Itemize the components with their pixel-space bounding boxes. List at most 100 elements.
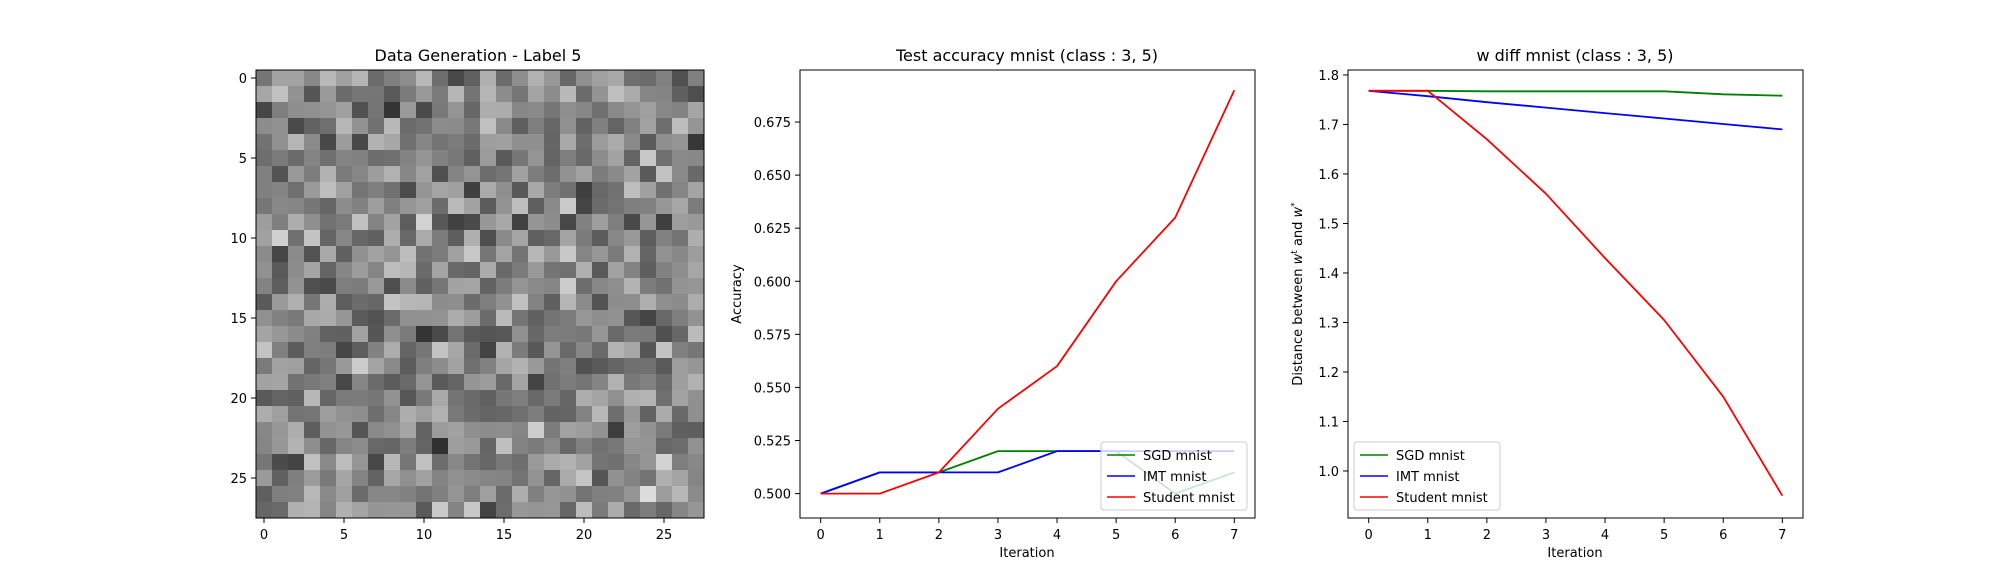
heatmap-cell xyxy=(432,502,449,519)
wdiff-legend-imt-label: IMT mnist xyxy=(1396,470,1460,485)
heatmap-cell xyxy=(512,134,529,151)
heatmap-cell xyxy=(656,182,673,199)
heatmap-cell xyxy=(560,230,577,247)
heatmap-cell xyxy=(656,102,673,119)
heatmap-cell xyxy=(656,214,673,231)
heatmap-cell xyxy=(400,182,417,199)
heatmap-cell xyxy=(448,102,465,119)
heatmap-y-tick-label: 15 xyxy=(230,312,247,327)
heatmap-cell xyxy=(560,502,577,519)
heatmap-cell xyxy=(336,150,353,167)
heatmap-cell xyxy=(432,486,449,503)
heatmap-cell xyxy=(480,454,497,471)
heatmap-cell xyxy=(528,102,545,119)
heatmap-cell xyxy=(368,422,385,439)
heatmap-cell xyxy=(624,406,641,423)
heatmap-cell xyxy=(256,246,273,263)
heatmap-cell xyxy=(528,86,545,103)
heatmap-cell xyxy=(608,198,625,215)
heatmap-cell xyxy=(288,310,305,327)
heatmap-cell xyxy=(656,70,673,87)
heatmap-cell xyxy=(672,214,689,231)
wdiff-panel: w diff mnist (class : 3, 5) 0 1 2 3 4 5 6 7 1.0… xyxy=(1290,46,1804,561)
heatmap-cell xyxy=(464,342,481,359)
heatmap-cell xyxy=(304,102,321,119)
heatmap-cell xyxy=(608,262,625,279)
heatmap-cell xyxy=(256,358,273,375)
heatmap-cell xyxy=(592,230,609,247)
heatmap-cell xyxy=(352,326,369,343)
heatmap-cell xyxy=(496,294,513,311)
heatmap-cell xyxy=(432,198,449,215)
heatmap-cell xyxy=(512,294,529,311)
heatmap-cell xyxy=(272,326,289,343)
heatmap-cell xyxy=(336,118,353,135)
heatmap-cell xyxy=(640,326,657,343)
heatmap-cell xyxy=(400,294,417,311)
heatmap-cell xyxy=(416,150,433,167)
accuracy-y-ticks: 0.500 0.525 0.550 0.575 0.600 0.625 0.650 0.675 xyxy=(754,116,800,503)
heatmap-cell xyxy=(640,470,657,487)
heatmap-cell xyxy=(672,310,689,327)
heatmap-cell xyxy=(528,294,545,311)
heatmap-cell xyxy=(304,326,321,343)
heatmap-cell xyxy=(256,502,273,519)
heatmap-cell xyxy=(576,374,593,391)
heatmap-cell xyxy=(352,502,369,519)
heatmap-cell xyxy=(576,422,593,439)
heatmap-cell xyxy=(256,278,273,295)
heatmap-cell xyxy=(464,118,481,135)
heatmap-cell xyxy=(512,390,529,407)
accuracy-legend-imt-label: IMT mnist xyxy=(1143,470,1207,485)
heatmap-cell xyxy=(432,422,449,439)
heatmap-cell xyxy=(656,262,673,279)
heatmap-cell xyxy=(464,374,481,391)
heatmap-cell xyxy=(688,102,705,119)
heatmap-cell xyxy=(256,294,273,311)
heatmap-cell xyxy=(304,150,321,167)
heatmap-cell xyxy=(624,166,641,183)
heatmap-cell xyxy=(320,230,337,247)
heatmap-cell xyxy=(304,390,321,407)
heatmap-cell xyxy=(496,438,513,455)
heatmap-cell xyxy=(400,486,417,503)
heatmap-cell xyxy=(400,310,417,327)
heatmap-cell xyxy=(464,198,481,215)
heatmap-cell xyxy=(384,262,401,279)
heatmap-cell xyxy=(416,134,433,151)
heatmap-cell xyxy=(320,118,337,135)
heatmap-cell xyxy=(656,406,673,423)
heatmap-cell xyxy=(272,342,289,359)
heatmap-cell xyxy=(304,262,321,279)
heatmap-cell xyxy=(496,502,513,519)
heatmap-cell xyxy=(288,294,305,311)
heatmap-cell xyxy=(272,86,289,103)
heatmap-cell xyxy=(272,294,289,311)
heatmap-cell xyxy=(576,246,593,263)
heatmap-cell xyxy=(512,326,529,343)
heatmap-cell xyxy=(528,310,545,327)
heatmap-cell xyxy=(432,326,449,343)
heatmap-cell xyxy=(464,102,481,119)
heatmap-cell xyxy=(384,374,401,391)
heatmap-cell xyxy=(528,502,545,519)
accuracy-legend-sgd-label: SGD mnist xyxy=(1143,449,1212,464)
heatmap-cell xyxy=(576,198,593,215)
heatmap-cell xyxy=(592,262,609,279)
heatmap-cell xyxy=(336,454,353,471)
heatmap-cell xyxy=(480,502,497,519)
heatmap-cell xyxy=(688,422,705,439)
accuracy-x-tick-label: 1 xyxy=(876,528,884,543)
heatmap-cell xyxy=(608,422,625,439)
heatmap-cell xyxy=(672,134,689,151)
heatmap-cell xyxy=(496,310,513,327)
heatmap-cell xyxy=(496,246,513,263)
heatmap-cell xyxy=(672,374,689,391)
heatmap-cell xyxy=(560,294,577,311)
heatmap-cell xyxy=(288,374,305,391)
heatmap-cell xyxy=(512,262,529,279)
heatmap-cell xyxy=(448,150,465,167)
heatmap-cell xyxy=(608,182,625,199)
heatmap-cell xyxy=(288,246,305,263)
heatmap-cell xyxy=(528,118,545,135)
